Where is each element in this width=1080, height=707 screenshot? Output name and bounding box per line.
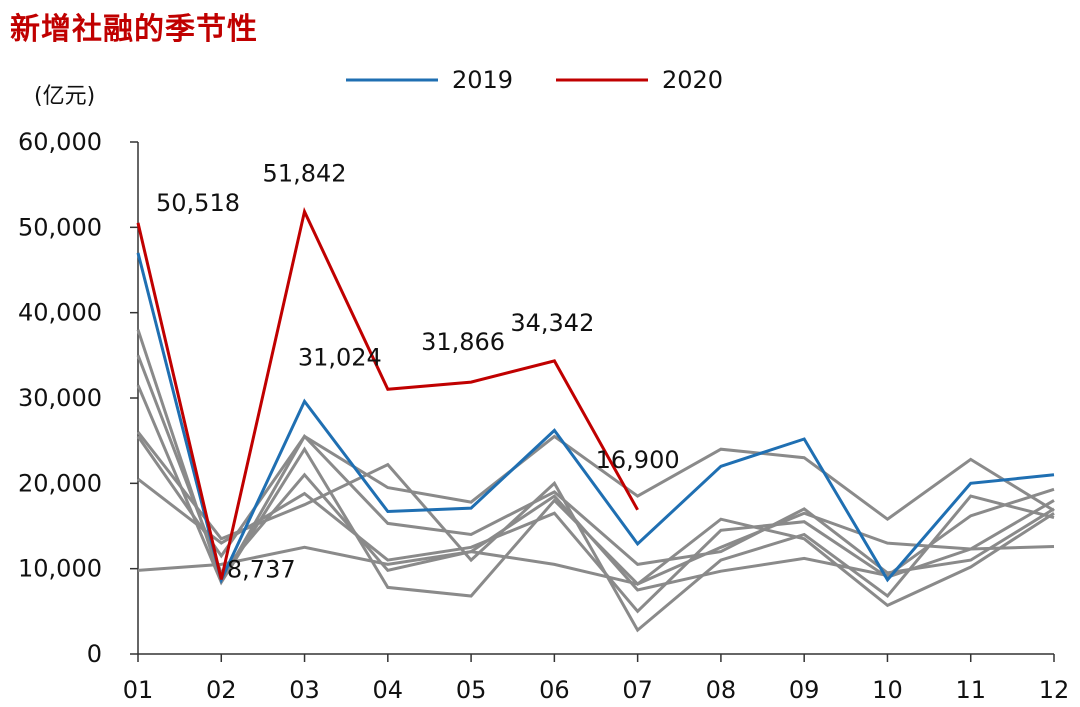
series-line-historical-8 (136, 329, 1055, 586)
x-tick-label: 03 (289, 676, 320, 704)
data-label: 8,737 (227, 555, 296, 583)
chart-title: 新增社融的季节性 (10, 12, 258, 47)
x-tick-label: 12 (1039, 676, 1070, 704)
x-tick-label: 08 (706, 676, 737, 704)
data-label: 31,866 (421, 328, 505, 356)
series-line-historical-4 (136, 431, 1055, 633)
data-label: 31,024 (298, 343, 382, 371)
x-tick-label: 06 (539, 676, 570, 704)
historical-series (136, 329, 1055, 633)
legend-label-2020: 2020 (662, 66, 723, 94)
y-tick-label: 30,000 (18, 384, 102, 412)
y-tick-label: 60,000 (18, 128, 102, 156)
series-line-historical-2 (137, 511, 1055, 586)
x-tick-label: 01 (123, 676, 154, 704)
x-tick-label: 11 (955, 676, 986, 704)
data-label: 50,518 (156, 189, 240, 217)
y-tick-label: 10,000 (18, 555, 102, 583)
legend: 2019 2020 (346, 66, 723, 94)
series-line-2019 (136, 252, 1055, 585)
series-line-historical-5 (136, 434, 1055, 575)
y-tick-label: 0 (87, 640, 102, 668)
data-label: 16,900 (596, 446, 680, 474)
y-tick-label: 40,000 (18, 299, 102, 327)
x-tick-label: 05 (456, 676, 487, 704)
y-tick-label: 20,000 (18, 469, 102, 497)
x-tick-label: 02 (206, 676, 237, 704)
x-tick-label: 09 (789, 676, 820, 704)
unit-label: (亿元) (34, 84, 96, 109)
data-label: 51,842 (263, 160, 347, 188)
x-tick-label: 04 (373, 676, 404, 704)
series-line-historical-3 (137, 477, 1055, 614)
x-tick-label: 10 (872, 676, 903, 704)
axes: 0 10,000 20,000 30,000 40,000 50,000 60,000 01 0… (18, 128, 1069, 704)
series-line-2020 (136, 207, 639, 580)
x-tick-label: 07 (622, 676, 653, 704)
highlight-series (136, 207, 1055, 585)
y-tick-label: 50,000 (18, 213, 102, 241)
legend-label-2019: 2019 (452, 66, 513, 94)
data-label: 34,342 (510, 309, 594, 337)
